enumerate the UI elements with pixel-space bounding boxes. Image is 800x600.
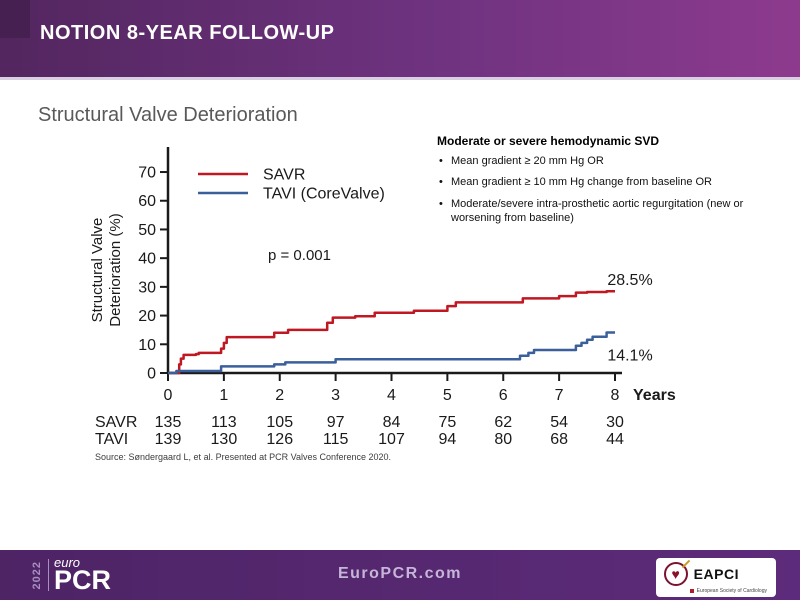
- y-tick-label: 10: [138, 337, 156, 354]
- at-risk-value: 97: [327, 414, 345, 431]
- footer-url: EuroPCR.com: [337, 565, 463, 582]
- series-SAVR: [168, 289, 615, 375]
- y-tick-label: 20: [138, 308, 156, 325]
- at-risk-value: 135: [155, 414, 182, 431]
- legend-label: SAVR: [263, 167, 305, 184]
- source-citation: Source: Søndergaard L, et al. Presented …: [95, 452, 392, 462]
- y-tick-label: 0: [147, 366, 156, 383]
- y-axis-title: Deterioration (%): [107, 213, 124, 326]
- at-risk-value: 54: [550, 414, 568, 431]
- x-tick-label: 7: [555, 387, 564, 404]
- x-tick-label: 3: [331, 387, 340, 404]
- svd-criterion: Moderate/severe intra-prosthetic aortic …: [437, 197, 769, 226]
- europcr-logo: 2022 euro PCR: [31, 556, 111, 594]
- x-axis-title: Years: [633, 387, 676, 404]
- y-tick-label: 40: [138, 251, 156, 268]
- svd-criteria-box: Moderate or severe hemodynamic SVD Mean …: [437, 134, 769, 232]
- esc-square-icon: [689, 589, 694, 593]
- y-tick-label: 60: [138, 193, 156, 210]
- x-tick-label: 8: [611, 387, 620, 404]
- header-bar: NOTION 8-YEAR FOLLOW-UP: [0, 0, 800, 80]
- logo-euro-label: euro: [54, 555, 81, 570]
- series-TAVI (CoreValve): [168, 331, 615, 375]
- header-corner-accent: [0, 0, 30, 38]
- x-tick-label: 6: [499, 387, 508, 404]
- svd-criteria-title: Moderate or severe hemodynamic SVD: [437, 134, 660, 148]
- logo-stack: euro PCR: [54, 556, 111, 594]
- at-risk-value: 107: [378, 431, 405, 448]
- at-risk-value: 84: [383, 414, 401, 431]
- at-risk-value: 139: [155, 431, 182, 448]
- eapci-logo: ♥ EAPCI European Society of Cardiology: [655, 558, 776, 597]
- y-tick-label: 30: [138, 279, 156, 296]
- at-risk-row-label: TAVI: [95, 431, 128, 448]
- x-tick-label: 5: [443, 387, 452, 404]
- y-axis-title: Structural Valve: [89, 218, 106, 323]
- at-risk-value: 68: [550, 431, 568, 448]
- at-risk-row-label: SAVR: [95, 414, 137, 431]
- at-risk-value: 130: [211, 431, 238, 448]
- logo-divider: [48, 559, 49, 591]
- y-tick-label: 70: [138, 165, 156, 182]
- y-tick-label: 50: [138, 222, 156, 239]
- eapci-name: EAPCI: [693, 566, 739, 582]
- x-tick-label: 0: [164, 387, 173, 404]
- at-risk-value: 94: [438, 431, 456, 448]
- at-risk-value: 44: [606, 431, 624, 448]
- page-title: NOTION 8-YEAR FOLLOW-UP: [40, 22, 335, 44]
- eapci-subtitle: European Society of Cardiology: [696, 588, 767, 594]
- final-value-label: 14.1%: [607, 348, 652, 365]
- at-risk-value: 113: [211, 414, 237, 431]
- at-risk-value: 75: [438, 414, 456, 431]
- svd-criterion: Mean gradient ≥ 20 mm Hg OR: [437, 154, 769, 169]
- heart-icon: ♥: [663, 562, 688, 586]
- logo-pcr-label: PCR: [54, 565, 112, 595]
- footer-bar: 2022 euro PCR EuroPCR.com ♥ EAPCI Europe…: [0, 550, 800, 600]
- legend-label: TAVI (CoreValve): [263, 186, 385, 203]
- chart-section-title: Structural Valve Deterioration: [38, 104, 298, 126]
- x-tick-label: 4: [387, 387, 396, 404]
- at-risk-value: 80: [494, 431, 512, 448]
- p-value-label: p = 0.001: [268, 247, 331, 264]
- final-value-label: 28.5%: [607, 272, 652, 289]
- svd-criterion: Mean gradient ≥ 10 mm Hg change from bas…: [437, 175, 769, 190]
- x-tick-label: 1: [219, 387, 228, 404]
- at-risk-value: 126: [266, 431, 293, 448]
- x-tick-label: 2: [275, 387, 284, 404]
- svd-chart: 0 10 20 30 40 50 60 70 0 1 2 3 4 5 6 7 8 Years Structural …: [89, 147, 676, 448]
- at-risk-value: 115: [323, 431, 349, 448]
- svd-criteria-list: Mean gradient ≥ 20 mm Hg OR Mean gradien…: [437, 154, 769, 225]
- at-risk-value: 62: [494, 414, 512, 431]
- at-risk-value: 105: [266, 414, 293, 431]
- at-risk-value: 30: [606, 414, 624, 431]
